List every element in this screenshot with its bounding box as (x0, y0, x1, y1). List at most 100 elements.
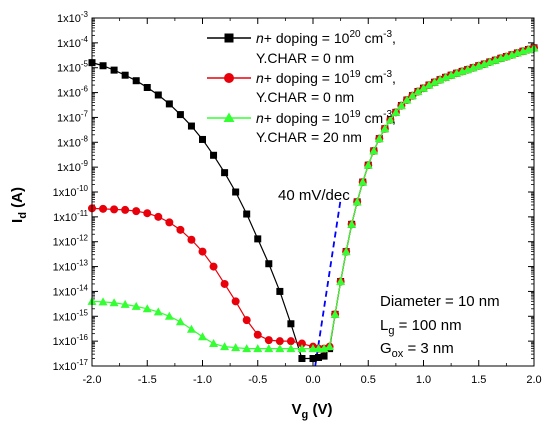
data-point (325, 342, 335, 351)
data-point (121, 71, 129, 79)
data-point (143, 83, 151, 91)
data-point (298, 355, 306, 363)
y-tick-labels: 1x10-171x10-161x10-151x10-141x10-131x10-… (53, 10, 89, 373)
slope-reference-line (314, 199, 342, 367)
gate-length-label: Lg = 100 nm (380, 317, 462, 337)
data-point (154, 91, 162, 99)
legend-doping-exponent: 19 (349, 69, 361, 80)
y-tick-base: 1x10 (53, 361, 77, 373)
data-point (132, 207, 141, 216)
data-point (276, 287, 284, 295)
legend-doping-unit: cm (361, 70, 384, 86)
legend: n+ doping = 1020 cm-3, Y.CHAR = 0 nm n+ … (207, 29, 396, 145)
data-point (441, 72, 451, 81)
legend-entry-doping-1e19-ychar20: n+ doping = 1019 cm-3, Y.CHAR = 20 nm (207, 109, 396, 145)
data-point (120, 299, 130, 308)
y-tick-exponent: -3 (81, 10, 89, 19)
y-tick-base: 1x10 (53, 187, 77, 199)
legend-comma: , (392, 30, 396, 46)
y-tick-exponent: -9 (81, 159, 89, 168)
data-point (231, 297, 240, 306)
legend-italic-n: n (256, 70, 264, 86)
data-point (199, 135, 206, 143)
data-point (424, 80, 434, 89)
legend-label-doping-1e19-ychar0-line2: Y.CHAR = 0 nm (256, 89, 354, 105)
data-point (297, 344, 307, 353)
data-point (186, 324, 196, 333)
data-point (109, 298, 119, 307)
legend-label-doping-1e19-ychar0-line1: n+ doping = 1019 cm-3, (256, 69, 396, 86)
plot-frame (91, 17, 535, 367)
x-tick-labels: -2.0 -1.5 -1.0 -0.5 0.0 0.5 1.0 1.5 2.0 (83, 374, 542, 386)
y-tick-label: 1x10-6 (57, 85, 89, 100)
data-point (297, 339, 306, 348)
data-point (253, 344, 263, 353)
y-tick-base: 1x10 (53, 212, 77, 224)
y-tick-exponent: -17 (76, 358, 88, 367)
data-point (265, 260, 273, 268)
data-point (341, 247, 351, 256)
y-tick-exponent: -7 (81, 109, 89, 118)
data-point (254, 235, 262, 243)
legend-marker-doping-1e19-ychar20 (223, 112, 235, 122)
x-axis-subscript: g (302, 409, 309, 421)
data-point (209, 339, 219, 348)
data-point (176, 111, 184, 119)
data-point (264, 344, 274, 353)
y-tick-label: 1x10-8 (57, 134, 89, 149)
data-point (132, 77, 140, 85)
legend-comma: , (392, 70, 396, 86)
data-point (187, 122, 195, 130)
y-tick-exponent: -13 (76, 259, 88, 268)
data-point (99, 62, 107, 70)
gate-length-subscript: g (388, 325, 394, 337)
data-point (220, 342, 230, 351)
y-axis-symbol: I (9, 219, 26, 223)
y-tick-base: 1x10 (53, 237, 77, 249)
data-point (131, 301, 141, 310)
y-axis-subscript: d (17, 212, 29, 219)
legend-marker-doping-1e20 (224, 33, 234, 43)
data-point (142, 304, 152, 313)
gate-length-symbol: L (380, 317, 388, 334)
data-point (165, 218, 174, 227)
data-point (221, 169, 229, 177)
data-point (175, 317, 185, 326)
y-tick-base: 1x10 (53, 336, 77, 348)
device-annotation: Diameter = 10 nm Lg = 100 nm Gox = 3 nm (380, 293, 500, 360)
oxide-symbol: G (380, 340, 392, 357)
legend-doping-exponent: 19 (349, 109, 361, 120)
data-point (176, 225, 185, 234)
data-point (187, 235, 196, 244)
y-tick-label: 1x10-10 (53, 184, 89, 199)
legend-doping-text: + doping = 10 (264, 70, 350, 86)
x-axis-unit: (V) (308, 401, 332, 418)
data-point (402, 95, 412, 104)
data-point (98, 297, 108, 306)
y-tick-label: 1x10-13 (53, 259, 89, 274)
data-point (242, 316, 251, 325)
y-tick-base: 1x10 (57, 137, 81, 149)
data-point (253, 330, 262, 339)
y-tick-label: 1x10-15 (53, 308, 89, 323)
data-point (209, 262, 218, 271)
y-tick-base: 1x10 (57, 13, 81, 25)
y-tick-exponent: -14 (76, 283, 88, 292)
data-point (479, 59, 489, 68)
y-tick-exponent: -4 (81, 35, 89, 44)
legend-unit-exponent: -3 (383, 29, 392, 40)
oxide-label: Gox = 3 nm (380, 340, 454, 360)
legend-doping-unit: cm (361, 110, 384, 126)
data-point (264, 336, 273, 345)
y-tick-base: 1x10 (53, 262, 77, 274)
y-tick-exponent: -10 (76, 184, 88, 193)
data-point (352, 197, 362, 206)
data-point (165, 100, 173, 108)
legend-comma: , (392, 110, 396, 126)
data-point (275, 337, 284, 346)
y-tick-exponent: -5 (81, 60, 89, 69)
data-point (347, 219, 357, 228)
gate-length-value: = 100 nm (394, 317, 461, 334)
data-point (396, 101, 406, 110)
x-tick-label: -1.5 (138, 374, 157, 386)
